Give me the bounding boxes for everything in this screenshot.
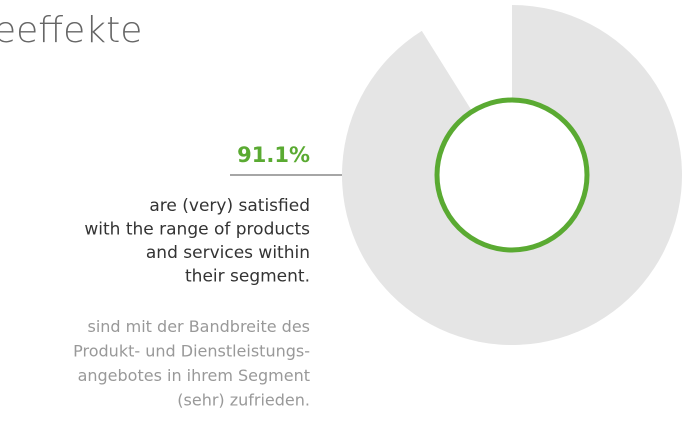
title: eeffekte: [0, 10, 142, 51]
description-line: with the range of products: [84, 220, 310, 240]
description-line: are (very) satisfied: [149, 196, 310, 216]
description-de-line: Produkt- und Dienstleistungs-: [73, 342, 310, 361]
description-de-line: (sehr) zufrieden.: [177, 391, 310, 410]
value-label: 91.1%: [237, 143, 310, 167]
description-de-line: angebotes in ihrem Segment: [78, 366, 310, 385]
description-line: their segment.: [185, 267, 310, 287]
description-line: and services within: [146, 243, 310, 263]
description-de-line: sind mit der Bandbreite des: [87, 317, 310, 336]
center-ring: [434, 97, 590, 253]
